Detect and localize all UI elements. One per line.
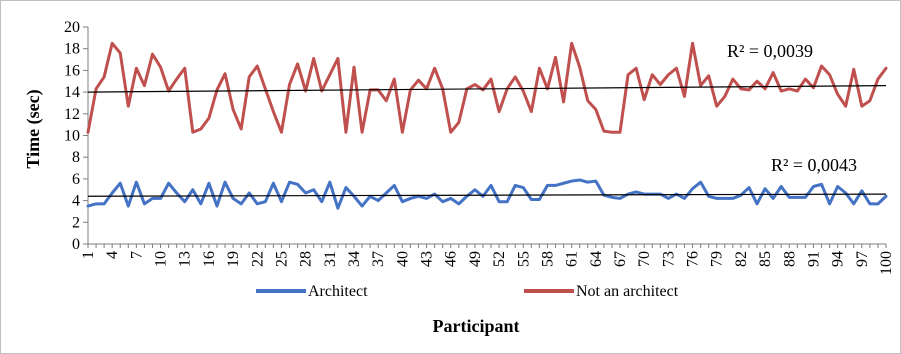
x-tick-label: 76	[685, 251, 702, 267]
legend: Architect Not an architect	[256, 283, 679, 300]
x-tick-label: 34	[346, 251, 363, 267]
x-tick-label: 1	[80, 251, 97, 259]
x-tick-label: 64	[588, 251, 605, 267]
y-tick-label: 0	[72, 236, 80, 253]
x-axis: 1 4 7 10 13 16 19 22 25 28 31 34 37 40 43 46 49 52 55 58 61 6…	[80, 243, 895, 275]
r2-annotation-architect: R² = 0,0043	[771, 155, 857, 175]
x-tick-label: 91	[805, 251, 822, 267]
x-tick-label: 70	[636, 251, 653, 267]
x-axis-title: Participant	[433, 316, 520, 336]
legend-label: Architect	[308, 283, 368, 300]
y-tick-label: 12	[64, 106, 80, 123]
x-tick-label: 79	[709, 251, 726, 267]
x-tick-label: 16	[201, 251, 218, 267]
x-tick-label: 7	[128, 251, 145, 259]
y-tick-label: 16	[64, 62, 80, 79]
y-tick-label: 20	[64, 19, 80, 36]
series-layer	[86, 41, 888, 210]
x-tick-label: 85	[757, 251, 774, 267]
x-tick-label: 25	[273, 251, 290, 267]
x-tick-label: 22	[249, 251, 266, 267]
x-tick-label: 67	[612, 251, 629, 267]
x-tick-label: 97	[854, 251, 871, 267]
x-tick-label: 43	[419, 251, 436, 267]
y-tick-label: 2	[72, 214, 80, 231]
x-tick-label: 37	[370, 251, 387, 267]
trendline-layer	[87, 84, 887, 197]
legend-label: Not an architect	[576, 283, 679, 300]
series-line-architect	[86, 178, 888, 210]
x-tick-label: 46	[443, 251, 460, 267]
r2-annotation-not-architect: R² = 0,0039	[727, 41, 813, 61]
x-tick-label: 88	[781, 251, 798, 267]
x-tick-label: 49	[467, 251, 484, 267]
y-axis-title: Time (sec)	[23, 89, 44, 168]
x-tick-label: 19	[225, 251, 242, 267]
x-tick-label: 40	[394, 251, 411, 267]
x-tick-label: 82	[733, 251, 750, 267]
x-tick-label: 73	[660, 251, 677, 267]
y-tick-label: 4	[72, 193, 80, 210]
x-tick-label: 61	[564, 251, 581, 267]
x-tick-label: 13	[177, 251, 194, 267]
y-tick-label: 18	[64, 41, 80, 58]
y-axis: 0 2 4 6 8 10 12 14 16 18 20	[64, 19, 89, 253]
y-tick-label: 6	[72, 171, 80, 188]
x-tick-label: 55	[515, 251, 532, 267]
x-tick-label: 58	[539, 251, 556, 267]
x-tick-label: 28	[298, 251, 315, 267]
x-tick-label: 94	[830, 251, 847, 267]
trendline-not-architect	[87, 84, 887, 93]
y-tick-label: 8	[72, 149, 80, 166]
y-tick-label: 14	[64, 84, 80, 101]
x-tick-label: 52	[491, 251, 508, 267]
trendline-architect	[87, 193, 887, 197]
x-tick-label: 10	[153, 251, 170, 267]
y-tick-label: 10	[64, 128, 80, 145]
x-tick-label: 100	[878, 251, 895, 275]
series-line-not-architect	[86, 41, 888, 134]
x-tick-label: 31	[322, 251, 339, 267]
x-tick-label: 4	[104, 251, 121, 259]
